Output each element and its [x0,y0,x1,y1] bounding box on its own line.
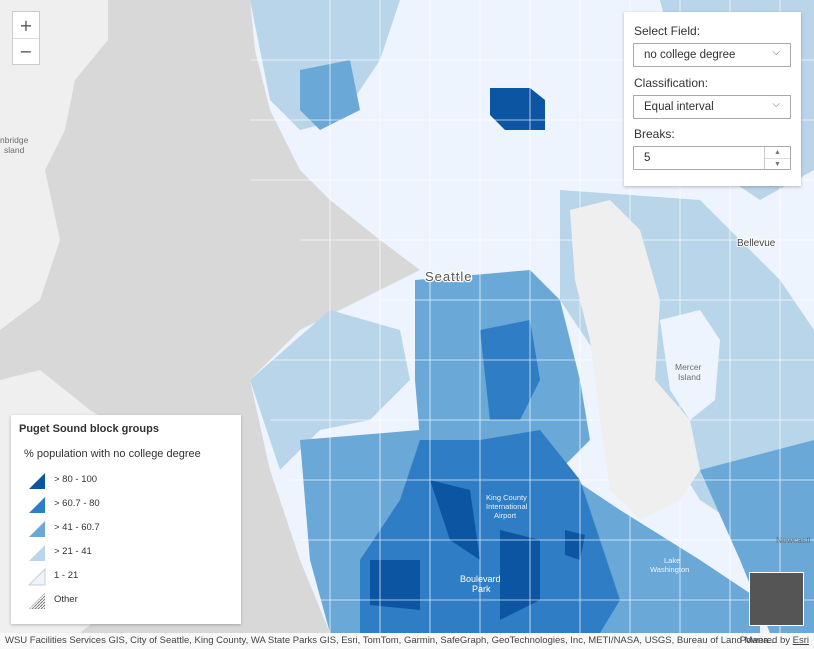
label-bellevue: Bellevue [737,238,776,249]
zoom-out-button[interactable]: − [13,38,39,64]
settings-panel: Select Field: no college degree ⌵ Classi… [624,12,801,186]
esri-link[interactable]: Esri [792,635,809,646]
legend-swatch-icon [28,568,46,586]
label-lake-1: Lake [664,556,680,565]
legend-field: % population with no college degree [24,448,201,460]
legend-item: 1 - 21 [28,567,228,587]
powered-by-label: Powered by [739,635,790,646]
powered-by: Powered by Esri [740,633,809,649]
legend-item-label: > 41 - 60.7 [54,522,100,533]
classification-select-value: Equal interval [644,101,714,113]
region-class5-north [490,88,545,130]
legend-swatch-icon [29,473,45,489]
decrement-icon[interactable]: ▼ [765,158,790,170]
mercer-island [660,310,720,420]
label-mercer-2: Island [678,372,701,382]
overview-map[interactable] [749,572,804,626]
legend: Puget Sound block groups % population wi… [11,415,241,624]
label-seattle: Seattle [425,269,472,284]
legend-item: > 21 - 41 [28,543,228,563]
label-airport-3: Airport [494,511,517,520]
field-label: Select Field: [634,24,701,38]
field-select-value: no college degree [644,49,736,61]
increment-icon[interactable]: ▲ [774,149,781,156]
lake-washington [570,200,700,520]
field-select[interactable]: no college degree ⌵ [633,43,791,67]
label-bainbridge-1: nbridge [0,135,29,145]
breaks-label: Breaks: [634,127,675,141]
legend-swatch-icon [29,593,45,609]
label-bainbridge-2: sland [4,145,25,155]
label-airport-2: International [486,502,528,511]
classification-select[interactable]: Equal interval ⌵ [633,95,791,119]
classification-label: Classification: [634,76,709,90]
label-airport-1: King County [486,493,527,502]
legend-item: > 80 - 100 [28,471,228,491]
label-boulevard-2: Park [472,584,491,594]
breaks-stepper: ▲ ▼ [764,147,790,169]
legend-item-label: > 21 - 41 [54,546,92,557]
legend-item: > 60.7 - 80 [28,495,228,515]
breaks-input[interactable]: 5 ▲ ▼ [633,146,791,170]
bainbridge-land [0,0,108,330]
legend-item-label: > 80 - 100 [54,474,98,485]
region-class4-centre [480,320,540,420]
label-boulevard-1: Boulevard [460,574,501,584]
legend-item-label: Other [54,594,78,605]
attribution-sources: WSU Facilities Services GIS, City of Sea… [5,635,777,646]
breaks-input-value: 5 [644,152,651,164]
chevron-down-icon: ⌵ [772,47,780,58]
legend-item: Other [28,591,228,611]
legend-title: Puget Sound block groups [19,423,159,435]
legend-item-label: 1 - 21 [54,570,79,581]
legend-swatch-icon [29,545,45,561]
attribution-bar: WSU Facilities Services GIS, City of Sea… [0,633,814,649]
label-lake-2: Washington [650,565,689,574]
zoom-control: + − [12,11,40,65]
zoom-in-button[interactable]: + [13,12,39,38]
label-newcastle: Newcastl [776,535,811,545]
chevron-down-icon: ⌵ [772,99,780,110]
legend-item: > 41 - 60.7 [28,519,228,539]
region-class5-south-c [370,560,420,610]
label-mercer-1: Mercer [675,362,702,372]
region-class4-south [360,430,620,633]
legend-swatch-icon [29,521,45,537]
legend-swatch-icon [29,497,45,513]
legend-item-label: > 60.7 - 80 [54,498,100,509]
